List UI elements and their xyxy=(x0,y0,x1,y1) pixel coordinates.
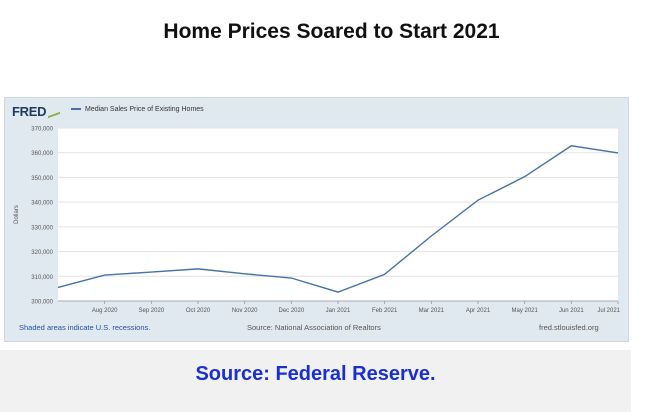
x-tick-label: Mar 2021 xyxy=(419,308,445,314)
series-line xyxy=(57,145,619,293)
series-lines xyxy=(57,145,619,293)
y-tick-label: 360,000 xyxy=(31,151,53,157)
y-tick-label: 320,000 xyxy=(31,250,53,256)
y-axis-ticks: 300,000 310,000 320,000 330,000 340,000 350,0… xyxy=(31,127,53,306)
x-tick-label: Jan 2021 xyxy=(326,308,351,314)
x-tick-label: Dec 2020 xyxy=(278,308,304,314)
source-note: Source: National Association of Realtors xyxy=(247,323,381,332)
y-tick-label: 300,000 xyxy=(31,300,53,306)
source-band: Source: Federal Reserve. xyxy=(0,350,631,412)
x-tick-label: Feb 2021 xyxy=(372,308,398,314)
fred-logo[interactable]: FRED xyxy=(12,104,61,119)
chart-grid xyxy=(58,127,618,302)
x-tick-label: May 2021 xyxy=(511,308,538,314)
page-headline: Home Prices Soared to Start 2021 xyxy=(163,20,500,43)
fred-graph-panel: FRED Median Sales Price of Existing Home… xyxy=(4,97,629,342)
recession-note-link[interactable]: Shaded areas indicate U.S. recessions. xyxy=(19,323,151,332)
y-axis-label-group: Dollars xyxy=(14,205,20,224)
x-tick-label: Oct 2020 xyxy=(186,308,211,314)
fred-site-link[interactable]: fred.stlouisfed.org xyxy=(539,323,599,332)
y-tick-label: 310,000 xyxy=(31,275,53,281)
x-tick-label: Jun 2021 xyxy=(559,308,584,314)
legend-label: Median Sales Price of Existing Homes xyxy=(85,106,204,113)
x-tick-label: Nov 2020 xyxy=(232,308,258,314)
x-tick-label: Jul 2021 xyxy=(597,308,620,314)
x-tick-label: Sep 2020 xyxy=(138,308,164,314)
source-caption: Source: Federal Reserve. xyxy=(195,363,436,385)
chart-legend: Median Sales Price of Existing Homes xyxy=(71,106,204,113)
y-tick-label: 340,000 xyxy=(31,201,53,207)
legend-swatch xyxy=(71,108,81,111)
y-axis-label: Dollars xyxy=(14,205,20,224)
y-tick-label: 370,000 xyxy=(31,127,53,133)
x-axis-ticks: Aug 2020 Sep 2020 Oct 2020 Nov 2020 Dec 2020… xyxy=(58,300,621,314)
x-tick-label: Apr 2021 xyxy=(466,308,491,314)
y-tick-label: 330,000 xyxy=(31,225,53,231)
plot-area xyxy=(58,128,618,301)
line-chart: 300,000 310,000 320,000 330,000 340,000 350,0… xyxy=(14,127,621,315)
x-tick-label: Aug 2020 xyxy=(92,308,118,314)
y-tick-label: 350,000 xyxy=(31,176,53,182)
